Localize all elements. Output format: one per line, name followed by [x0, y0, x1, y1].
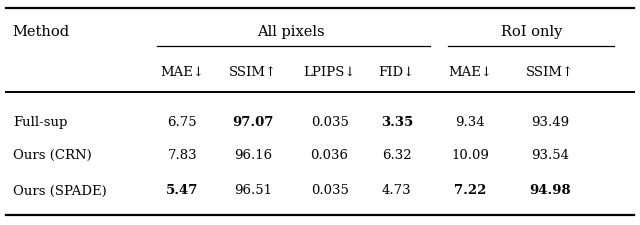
Text: FID↓: FID↓ — [379, 65, 415, 79]
Text: 94.98: 94.98 — [529, 184, 572, 197]
Text: LPIPS↓: LPIPS↓ — [303, 65, 356, 79]
Text: 0.036: 0.036 — [310, 149, 349, 162]
Text: 10.09: 10.09 — [451, 149, 490, 162]
Text: 4.73: 4.73 — [382, 184, 412, 197]
Text: Method: Method — [13, 25, 70, 38]
Text: 3.35: 3.35 — [381, 115, 413, 128]
Text: Ours (SPADE): Ours (SPADE) — [13, 184, 106, 197]
Text: MAE↓: MAE↓ — [449, 65, 492, 79]
Text: Ours (CRN): Ours (CRN) — [13, 149, 92, 162]
Text: 5.47: 5.47 — [166, 184, 198, 197]
Text: 0.035: 0.035 — [310, 115, 349, 128]
Text: SSIM↑: SSIM↑ — [228, 65, 277, 79]
Text: Full-sup: Full-sup — [13, 115, 67, 128]
Text: 93.49: 93.49 — [531, 115, 570, 128]
Text: 9.34: 9.34 — [456, 115, 485, 128]
Text: 96.16: 96.16 — [234, 149, 272, 162]
Text: All pixels: All pixels — [257, 25, 325, 38]
Text: 6.32: 6.32 — [382, 149, 412, 162]
Text: 96.51: 96.51 — [234, 184, 272, 197]
Text: SSIM↑: SSIM↑ — [526, 65, 575, 79]
Text: 7.22: 7.22 — [454, 184, 486, 197]
Text: 0.035: 0.035 — [310, 184, 349, 197]
Text: MAE↓: MAE↓ — [161, 65, 204, 79]
Text: 97.07: 97.07 — [232, 115, 273, 128]
Text: 93.54: 93.54 — [531, 149, 570, 162]
Text: 6.75: 6.75 — [168, 115, 197, 128]
Text: RoI only: RoI only — [500, 25, 562, 38]
Text: 7.83: 7.83 — [168, 149, 197, 162]
